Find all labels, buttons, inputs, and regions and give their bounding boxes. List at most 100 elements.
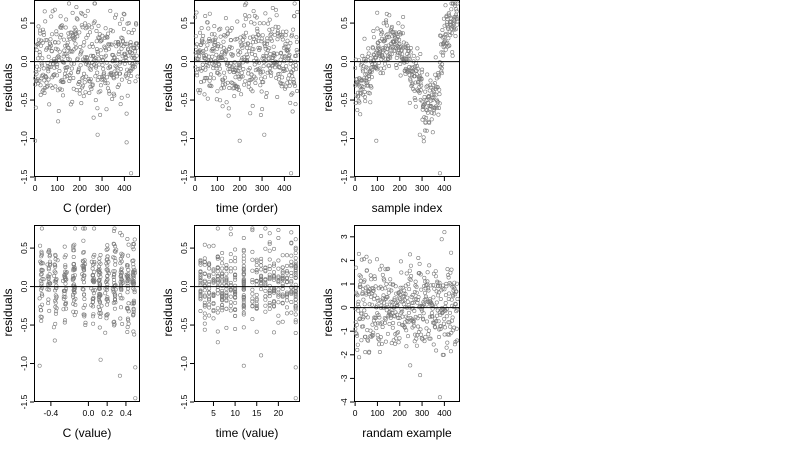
data-point xyxy=(369,75,374,80)
data-point xyxy=(52,65,57,70)
data-point xyxy=(259,267,264,272)
data-point xyxy=(230,52,235,57)
data-point xyxy=(407,100,412,105)
data-point xyxy=(289,171,294,176)
data-point xyxy=(406,320,411,325)
data-point xyxy=(406,310,411,315)
data-point xyxy=(223,57,228,62)
data-point xyxy=(129,171,134,176)
data-point xyxy=(198,288,203,293)
data-point xyxy=(207,313,212,318)
data-point xyxy=(443,47,448,52)
data-point xyxy=(427,336,432,341)
data-point xyxy=(90,82,95,87)
data-point xyxy=(415,324,420,329)
data-point xyxy=(198,258,203,263)
data-point xyxy=(424,84,429,89)
data-point xyxy=(417,261,422,266)
data-point xyxy=(357,355,362,360)
data-point xyxy=(280,81,285,86)
data-point xyxy=(441,352,446,357)
data-point xyxy=(92,19,97,24)
data-point xyxy=(215,265,220,270)
data-point xyxy=(267,257,272,262)
data-point xyxy=(241,267,246,272)
data-point xyxy=(380,53,385,58)
data-point xyxy=(212,40,217,45)
data-point xyxy=(57,55,62,60)
x-tick-label: 20 xyxy=(274,408,284,418)
data-point xyxy=(362,302,367,307)
data-point xyxy=(105,302,110,307)
data-point xyxy=(221,85,226,90)
data-point xyxy=(118,316,123,321)
data-point xyxy=(376,342,381,347)
data-point xyxy=(280,29,285,34)
data-point xyxy=(366,338,371,343)
data-point xyxy=(398,289,403,294)
data-point xyxy=(250,89,255,94)
data-point xyxy=(370,332,375,337)
data-point xyxy=(37,296,42,301)
data-point xyxy=(76,68,81,73)
data-point xyxy=(80,12,85,17)
data-point xyxy=(47,259,52,264)
data-point xyxy=(241,325,246,330)
data-point xyxy=(193,15,198,20)
data-point xyxy=(233,294,238,299)
data-point xyxy=(205,20,210,25)
data-point xyxy=(393,41,398,46)
data-point xyxy=(66,45,71,50)
data-point xyxy=(229,45,234,50)
data-point xyxy=(215,279,220,284)
data-point xyxy=(91,262,96,267)
data-point xyxy=(220,256,225,261)
data-point xyxy=(392,297,397,302)
data-point xyxy=(90,44,95,49)
data-point xyxy=(125,325,130,330)
data-point xyxy=(382,61,387,66)
data-point xyxy=(357,84,362,89)
data-point xyxy=(104,297,109,302)
data-point xyxy=(117,82,122,87)
data-point xyxy=(62,244,67,249)
data-point xyxy=(202,288,207,293)
data-point xyxy=(371,286,376,291)
data-point xyxy=(421,103,426,108)
data-point xyxy=(59,87,64,92)
y-tick-label: -0.5 xyxy=(339,92,349,107)
data-point xyxy=(378,71,383,76)
data-point xyxy=(434,300,439,305)
data-point xyxy=(106,47,111,52)
data-point xyxy=(47,253,52,258)
data-point xyxy=(96,304,101,309)
data-point xyxy=(105,247,110,252)
data-point xyxy=(258,70,263,75)
data-point xyxy=(118,293,123,298)
data-point xyxy=(81,263,86,268)
data-point xyxy=(133,49,138,54)
data-point xyxy=(220,266,225,271)
data-point xyxy=(98,283,103,288)
data-point xyxy=(268,51,273,56)
data-point xyxy=(267,288,272,293)
data-point xyxy=(71,76,76,81)
data-point xyxy=(39,63,44,68)
data-point xyxy=(419,83,424,88)
data-point xyxy=(279,84,284,89)
data-point xyxy=(379,341,384,346)
data-point xyxy=(211,243,216,248)
data-point xyxy=(432,316,437,321)
data-point xyxy=(250,47,255,52)
data-point xyxy=(198,281,203,286)
data-point xyxy=(399,44,404,49)
data-point xyxy=(43,38,48,43)
data-point xyxy=(207,296,212,301)
data-point xyxy=(220,271,225,276)
data-point xyxy=(47,102,52,107)
data-point xyxy=(449,318,454,323)
data-point xyxy=(253,81,258,86)
data-point xyxy=(88,79,93,84)
data-point xyxy=(365,337,370,342)
